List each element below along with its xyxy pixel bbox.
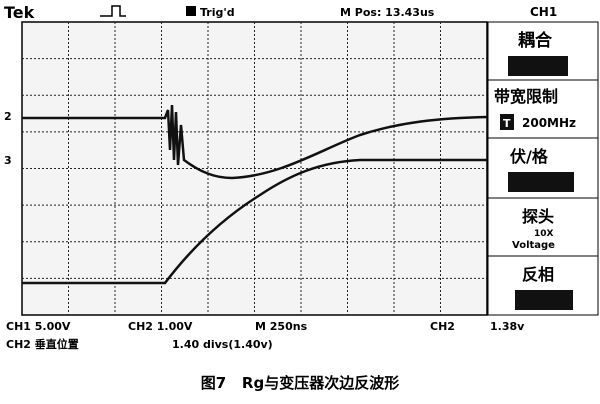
bandwidth-icon: T	[503, 117, 511, 130]
menu-channel: CH1	[530, 5, 557, 19]
menu-probe: 探头	[522, 207, 554, 226]
menu-invert: 反相	[522, 265, 554, 284]
caption: 图7 Rg与变压器次边反波形	[201, 374, 399, 392]
bandwidth-icon-box	[500, 114, 514, 130]
marker-3: 3	[4, 154, 12, 167]
trigger-icon	[100, 5, 126, 17]
marker-2: 2	[4, 110, 12, 123]
menu-volts-div: 伏/格	[510, 147, 549, 166]
menu-coupling: 耦合	[518, 30, 553, 51]
invert-value	[515, 290, 573, 310]
coupling-value	[508, 56, 568, 76]
brand: Tek	[4, 3, 35, 22]
volts-div-value	[508, 172, 574, 192]
side-menu: CH1 耦合 带宽限制 T 200MHz 伏/格 探头 10X Voltage …	[487, 5, 599, 316]
ch2-scale: CH2 1.00V	[128, 320, 193, 333]
probe-value: 10X	[534, 229, 554, 239]
menu-frame	[487, 21, 599, 316]
bandwidth-value: 200MHz	[522, 116, 576, 130]
m-pos: M Pos: 13.43us	[340, 6, 435, 19]
probe-type: Voltage	[512, 240, 555, 251]
trace-ch3	[22, 158, 487, 285]
position-value: 1.40 divs(1.40v)	[172, 338, 273, 351]
time-scale: M 250ns	[255, 320, 308, 333]
ch1-scale: CH1 5.00V	[6, 320, 71, 333]
trace-ch2	[22, 104, 488, 180]
trigger-status: Trig'd	[200, 6, 235, 19]
grid	[22, 22, 487, 315]
trigger-marker	[186, 6, 196, 16]
trigger-level: 1.38v	[490, 320, 525, 333]
position-label: CH2 垂直位置	[6, 337, 79, 351]
menu-bandwidth: 带宽限制	[494, 87, 558, 106]
trigger-source: CH2	[430, 320, 455, 333]
